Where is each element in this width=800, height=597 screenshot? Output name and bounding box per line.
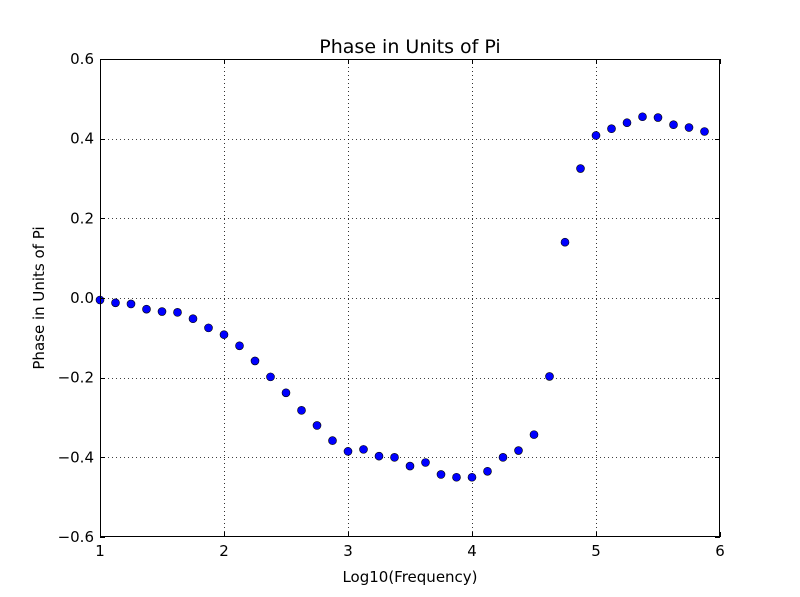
y-tick-label: 0.6 xyxy=(70,50,94,68)
data-point xyxy=(405,461,415,471)
data-point xyxy=(219,330,229,339)
x-axis-label: Log10(Frequency) xyxy=(342,568,477,586)
y-tick-labels: −0.6 −0.4 −0.2 0.0 0.2 0.4 0.6 xyxy=(58,50,94,546)
data-point xyxy=(111,298,120,308)
data-point xyxy=(514,446,523,455)
x-tick-label: 5 xyxy=(591,542,601,560)
data-point xyxy=(483,466,492,476)
x-tick-label: 2 xyxy=(219,542,229,560)
data-point xyxy=(421,458,430,467)
data-point xyxy=(250,356,260,366)
data-point xyxy=(204,323,213,333)
x-tick-labels: 1 2 3 4 5 6 xyxy=(95,542,725,560)
data-point xyxy=(235,341,244,351)
data-point xyxy=(622,118,632,128)
x-tick-label: 4 xyxy=(467,542,477,560)
data-point xyxy=(328,436,337,445)
data-point xyxy=(312,421,322,430)
x-tick-label: 6 xyxy=(715,542,725,560)
data-point xyxy=(529,430,539,439)
data-point xyxy=(390,453,399,462)
data-point xyxy=(297,406,306,415)
data-point xyxy=(576,164,585,173)
data-point xyxy=(126,299,136,309)
data-point xyxy=(142,304,151,314)
data-point xyxy=(545,372,554,381)
data-point xyxy=(700,127,709,136)
data-point xyxy=(173,308,182,317)
grid-lines xyxy=(100,59,720,537)
data-point xyxy=(343,447,353,456)
data-point xyxy=(607,124,616,134)
y-tick-label: −0.4 xyxy=(58,448,94,466)
y-tick-label: −0.2 xyxy=(58,369,94,387)
y-axis-label: Phase in Units of Pi xyxy=(30,226,48,369)
data-point xyxy=(653,113,663,122)
data-point xyxy=(188,314,198,324)
data-point xyxy=(266,372,275,382)
tick-marks xyxy=(100,59,721,538)
y-tick-label: 0.4 xyxy=(70,130,94,148)
data-point xyxy=(684,123,694,132)
data-point xyxy=(359,445,368,454)
chart-title: Phase in Units of Pi xyxy=(319,36,500,58)
data-point xyxy=(157,307,167,316)
data-point xyxy=(560,237,570,247)
y-tick-label: 0.0 xyxy=(70,289,94,307)
data-point xyxy=(669,120,678,130)
data-point xyxy=(591,131,601,140)
data-point xyxy=(281,388,291,398)
data-point xyxy=(467,472,477,482)
x-tick-label: 3 xyxy=(343,542,353,560)
data-point xyxy=(374,451,384,461)
data-point xyxy=(498,453,508,462)
data-point xyxy=(452,472,461,482)
data-point xyxy=(436,470,446,479)
x-tick-label: 1 xyxy=(95,542,105,560)
y-tick-label: −0.6 xyxy=(58,528,94,546)
data-points xyxy=(95,112,709,482)
y-tick-label: 0.2 xyxy=(70,209,94,227)
data-point xyxy=(638,112,647,122)
